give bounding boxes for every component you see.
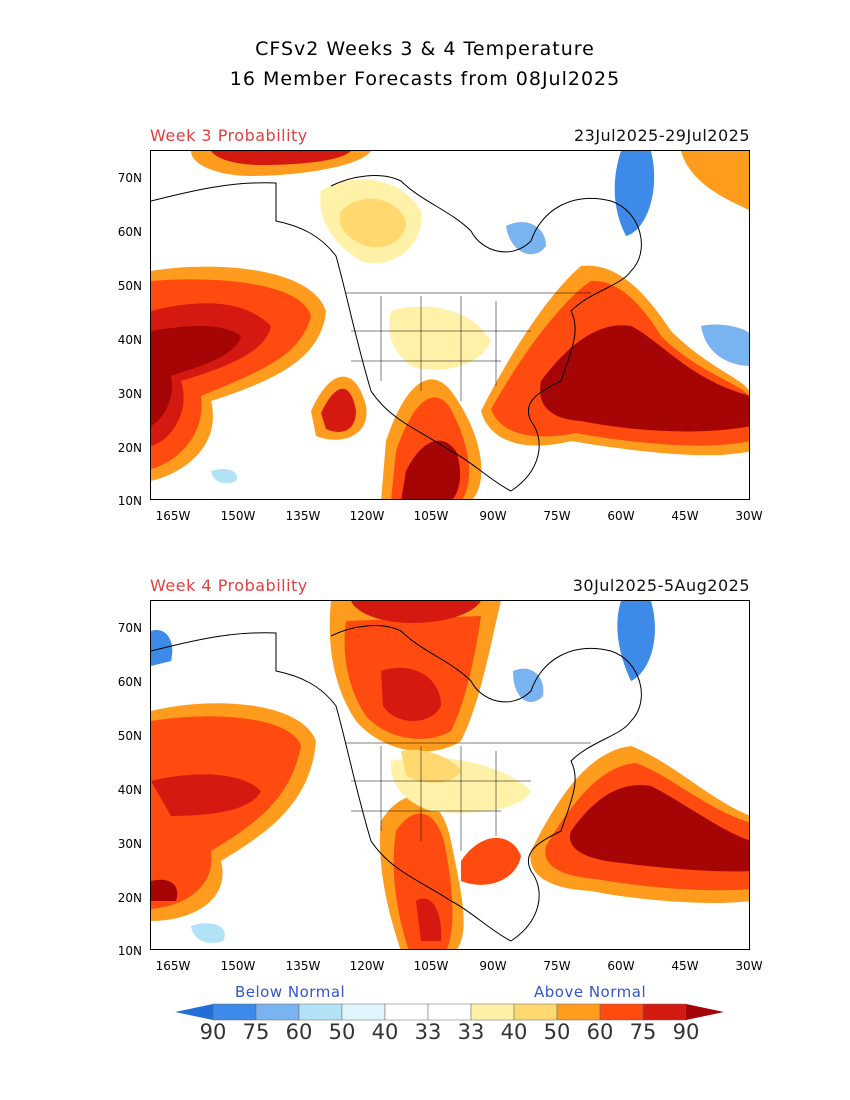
colorbar-swatch — [212, 1003, 257, 1021]
week3-dates: 23Jul2025-29Jul2025 — [573, 126, 750, 145]
week4-probability-field — [151, 601, 749, 949]
colorbar-swatch — [384, 1003, 429, 1021]
week3-lat-60n: 60N — [117, 225, 142, 239]
week3-lon-135w: 135W — [285, 509, 321, 523]
colorbar-tick-label: 60 — [586, 1020, 614, 1044]
week3-lon-75w: 75W — [543, 509, 571, 523]
colorbar-tick-label: 50 — [543, 1020, 571, 1044]
title-line-1: CFSv2 Weeks 3 & 4 Temperature — [255, 38, 595, 60]
week3-lat-40n: 40N — [117, 333, 142, 347]
week4-label: Week 4 Probability — [150, 576, 308, 595]
week3-lat-30n: 30N — [117, 387, 142, 401]
week4-lon-30w: 30W — [735, 959, 763, 973]
colorbar-tick-label: 40 — [371, 1020, 399, 1044]
colorbar-swatch — [642, 1003, 687, 1021]
week4-lat-50n: 50N — [117, 729, 142, 743]
colorbar-swatch — [298, 1003, 343, 1021]
week3-lon-90w: 90W — [479, 509, 507, 523]
colorbar-swatch — [341, 1003, 386, 1021]
colorbar-tick-label: 75 — [629, 1020, 657, 1044]
colorbar-arrow-above — [686, 1004, 724, 1020]
week3-lat-70n: 70N — [117, 171, 142, 185]
colorbar-swatch — [255, 1003, 300, 1021]
week4-lat-70n: 70N — [117, 621, 142, 635]
colorbar-tick-label: 40 — [500, 1020, 528, 1044]
week3-lat-10n: 10N — [117, 494, 142, 508]
week4-lon-120w: 120W — [349, 959, 385, 973]
week4-lon-105w: 105W — [413, 959, 449, 973]
week3-lon-105w: 105W — [413, 509, 449, 523]
colorbar-swatch — [470, 1003, 515, 1021]
colorbar-arrow-below — [175, 1004, 213, 1020]
colorbar-swatch — [556, 1003, 601, 1021]
week3-probability-field — [151, 151, 749, 499]
colorbar-tick-label: 60 — [285, 1020, 313, 1044]
week4-dates: 30Jul2025-5Aug2025 — [572, 576, 750, 595]
colorbar-swatches — [175, 1003, 724, 1021]
week3-lon-150w: 150W — [220, 509, 256, 523]
title-line-2: 16 Member Forecasts from 08Jul2025 — [229, 68, 621, 90]
above-normal-label: Above Normal — [534, 983, 647, 1001]
week3-lon-60w: 60W — [607, 509, 635, 523]
below-normal-label: Below Normal — [235, 983, 346, 1001]
colorbar-swatch — [513, 1003, 558, 1021]
week3-map — [150, 150, 750, 500]
week4-lon-90w: 90W — [479, 959, 507, 973]
colorbar-tick-label: 90 — [199, 1020, 227, 1044]
week4-lon-150w: 150W — [220, 959, 256, 973]
colorbar-swatch — [427, 1003, 472, 1021]
colorbar — [175, 1003, 724, 1021]
week4-map — [150, 600, 750, 950]
week4-lon-135w: 135W — [285, 959, 321, 973]
colorbar-tick-label: 90 — [672, 1020, 700, 1044]
week3-label: Week 3 Probability — [150, 126, 308, 145]
week4-lat-10n: 10N — [117, 944, 142, 958]
colorbar-tick-label: 75 — [242, 1020, 270, 1044]
week3-lon-120w: 120W — [349, 509, 385, 523]
week3-lon-45w: 45W — [671, 509, 699, 523]
week4-lat-40n: 40N — [117, 783, 142, 797]
week3-lat-50n: 50N — [117, 279, 142, 293]
week4-lon-45w: 45W — [671, 959, 699, 973]
colorbar-tick-label: 50 — [328, 1020, 356, 1044]
week4-lat-60n: 60N — [117, 675, 142, 689]
colorbar-tick-label: 33 — [457, 1020, 485, 1044]
week4-lon-60w: 60W — [607, 959, 635, 973]
week4-lon-75w: 75W — [543, 959, 571, 973]
colorbar-tick-label: 33 — [414, 1020, 442, 1044]
week3-lon-30w: 30W — [735, 509, 763, 523]
week3-lon-165w: 165W — [155, 509, 191, 523]
week4-lat-30n: 30N — [117, 837, 142, 851]
week4-lon-165w: 165W — [155, 959, 191, 973]
week4-lat-20n: 20N — [117, 891, 142, 905]
colorbar-swatch — [599, 1003, 644, 1021]
week3-lat-20n: 20N — [117, 441, 142, 455]
